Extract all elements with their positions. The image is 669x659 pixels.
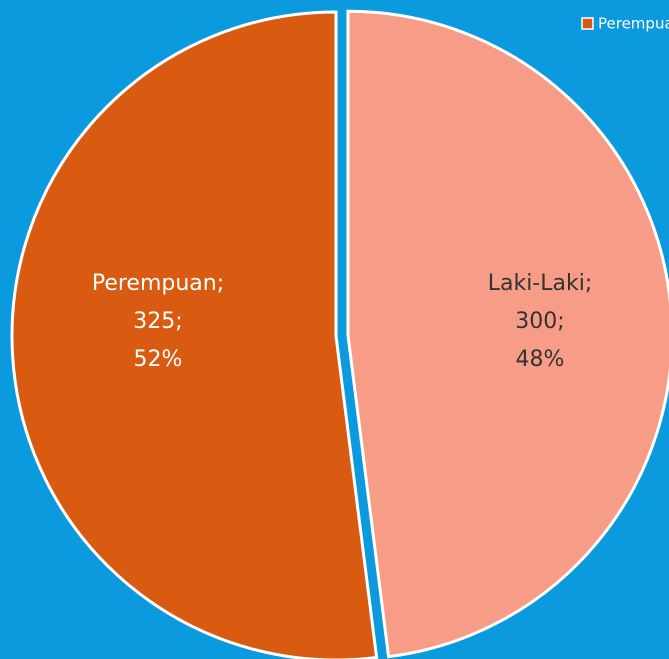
legend-swatch [581,17,594,30]
pie-slice [10,10,379,659]
legend-label: Perempuan [598,15,669,33]
data-label: 48% [516,347,565,372]
data-label: Perempuan; [92,271,224,296]
data-label: 52% [134,347,183,372]
pie-slice [346,9,669,659]
data-label: 300; [515,309,564,334]
data-label: Laki-Laki; [488,271,593,296]
data-label: 325; [133,309,182,334]
